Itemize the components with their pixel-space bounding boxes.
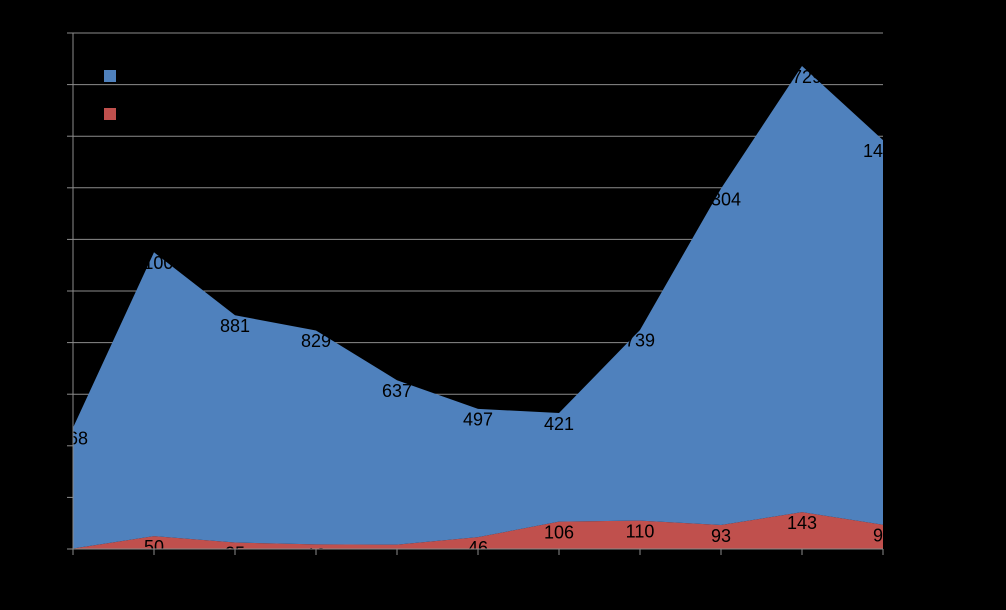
y-tick-label: 1000 — [23, 280, 63, 300]
data-label: 143 — [787, 513, 817, 533]
data-label: 881 — [220, 316, 250, 336]
y-tick-label: 1200 — [23, 228, 63, 248]
legend-swatch — [104, 108, 116, 120]
data-label: 46 — [468, 538, 488, 558]
area — [73, 512, 883, 549]
data-label: 18 — [306, 545, 326, 565]
data-label: 1491 — [863, 141, 903, 161]
y-tick-label: 1600 — [23, 125, 63, 145]
data-label: 93 — [711, 526, 731, 546]
data-label: 1304 — [701, 189, 741, 209]
data-label: 739 — [625, 331, 655, 351]
y-tick-label: 600 — [33, 383, 63, 403]
data-label: 50 — [144, 537, 164, 557]
data-label: 1100 — [135, 253, 174, 273]
data-label: 110 — [626, 521, 655, 541]
area — [73, 66, 883, 549]
y-tick-label: 1400 — [23, 177, 63, 197]
data-label: 497 — [463, 410, 493, 430]
legend-swatch — [104, 70, 116, 82]
data-label: 829 — [301, 331, 331, 351]
data-label: 1729 — [782, 67, 822, 87]
data-label: 637 — [382, 381, 412, 401]
data-label: 94 — [873, 525, 893, 545]
data-label: 421 — [544, 414, 574, 434]
data-label: 2 — [68, 549, 78, 569]
y-tick-label: 400 — [33, 435, 63, 455]
y-tick-label: 200 — [33, 486, 63, 506]
y-tick-label: 1800 — [23, 73, 63, 93]
y-tick-label: 800 — [33, 331, 63, 351]
data-label: 17 — [387, 545, 407, 565]
data-label: 106 — [544, 522, 574, 542]
y-tick-label: 2000 — [23, 22, 63, 42]
y-tick-label: 0 — [53, 538, 63, 558]
